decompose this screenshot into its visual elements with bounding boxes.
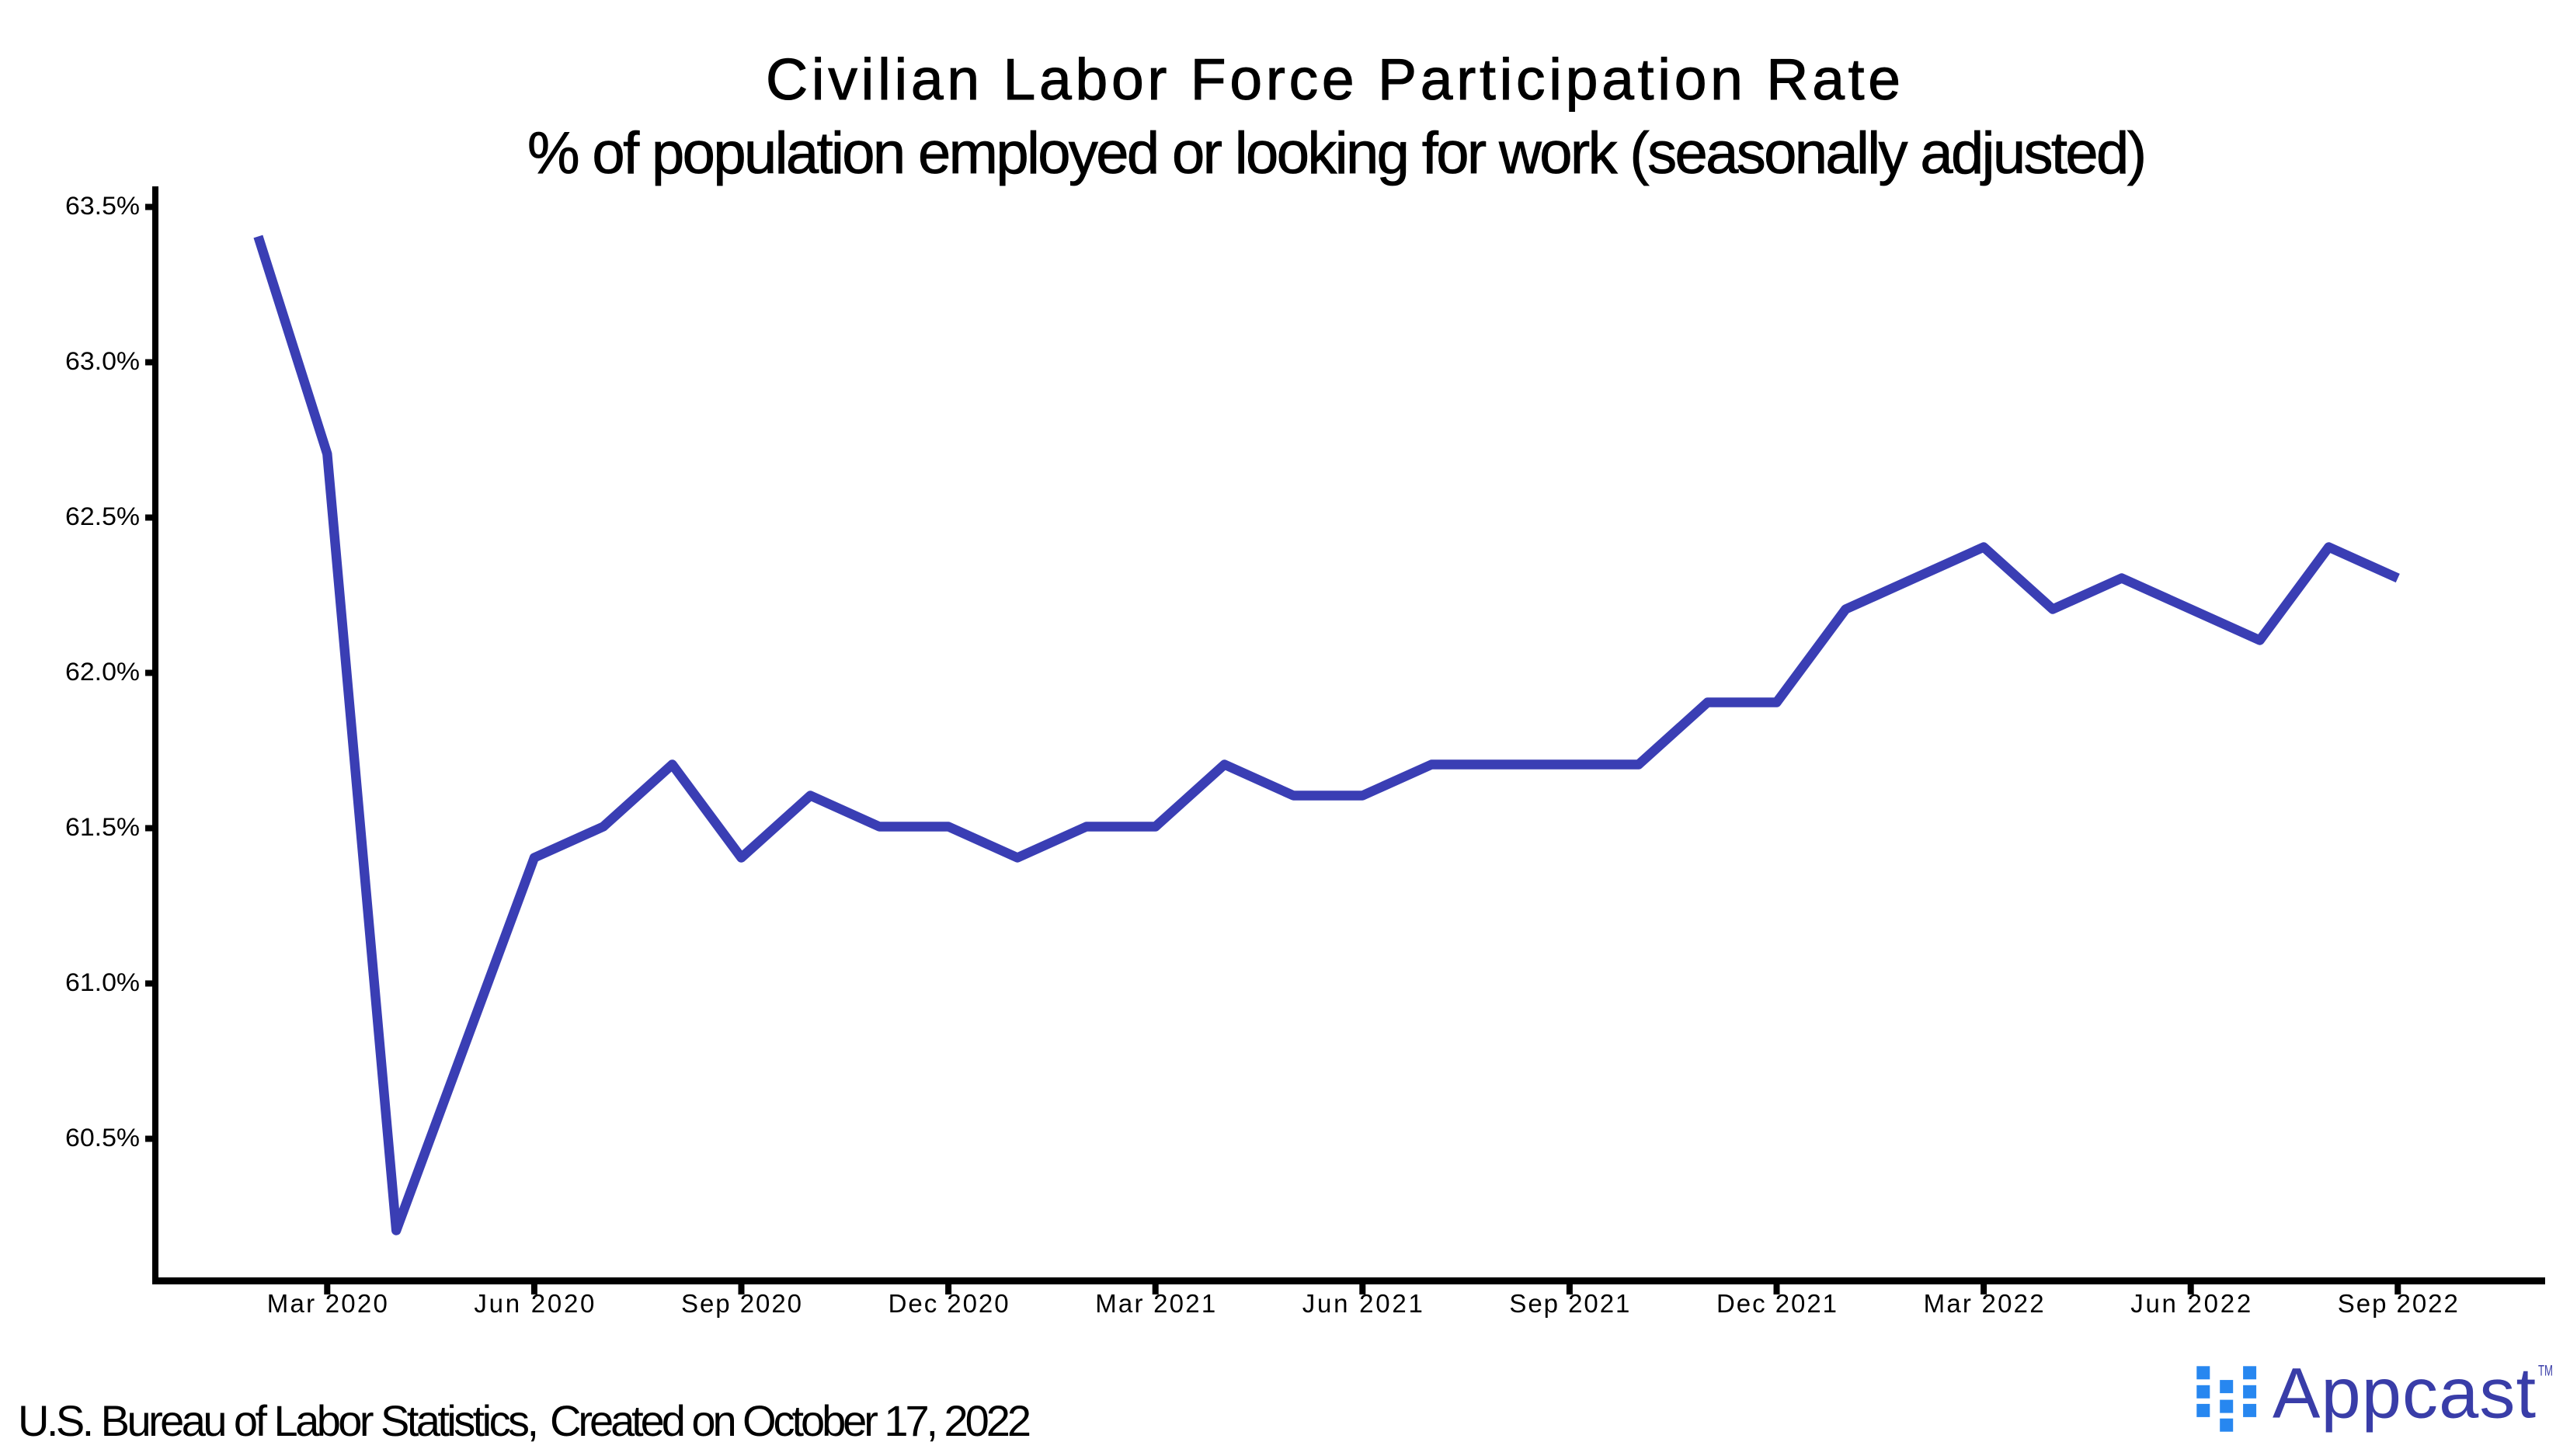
svg-text:61.5%: 61.5% — [65, 813, 140, 841]
svg-text:Mar 2022: Mar 2022 — [1924, 1289, 2044, 1318]
svg-text:Dec 2020: Dec 2020 — [889, 1289, 1009, 1318]
svg-text:63.0%: 63.0% — [65, 347, 140, 375]
svg-text:Dec 2021: Dec 2021 — [1716, 1289, 1837, 1318]
svg-text:62.0%: 62.0% — [65, 658, 140, 686]
svg-text:61.0%: 61.0% — [65, 968, 140, 996]
svg-text:Jun 2022: Jun 2022 — [2130, 1289, 2251, 1318]
svg-text:60.5%: 60.5% — [65, 1124, 140, 1152]
svg-text:Civilian Labor Force Participa: Civilian Labor Force Participation Rate — [766, 47, 1901, 112]
svg-text:Mar 2020: Mar 2020 — [267, 1289, 388, 1318]
svg-text:Jun 2021: Jun 2021 — [1302, 1289, 1423, 1318]
svg-text:Mar 2021: Mar 2021 — [1095, 1289, 1215, 1318]
svg-text:62.5%: 62.5% — [65, 502, 140, 530]
svg-text:% of population employed or lo: % of population employed or looking for … — [527, 120, 2147, 186]
svg-text:Appcast: Appcast — [2273, 1354, 2536, 1433]
svg-text:TM: TM — [2538, 1364, 2553, 1380]
svg-text:Sep 2022: Sep 2022 — [2338, 1289, 2458, 1318]
svg-text:Sep 2021: Sep 2021 — [1509, 1289, 1629, 1318]
svg-text:Created on October 17, 2022: Created on October 17, 2022 — [550, 1396, 1031, 1445]
svg-text:Jun 2020: Jun 2020 — [474, 1289, 594, 1318]
svg-text:Sep 2020: Sep 2020 — [681, 1289, 802, 1318]
svg-text:63.5%: 63.5% — [65, 192, 140, 220]
svg-text:U.S. Bureau of Labor Statistic: U.S. Bureau of Labor Statistics, — [18, 1396, 539, 1445]
